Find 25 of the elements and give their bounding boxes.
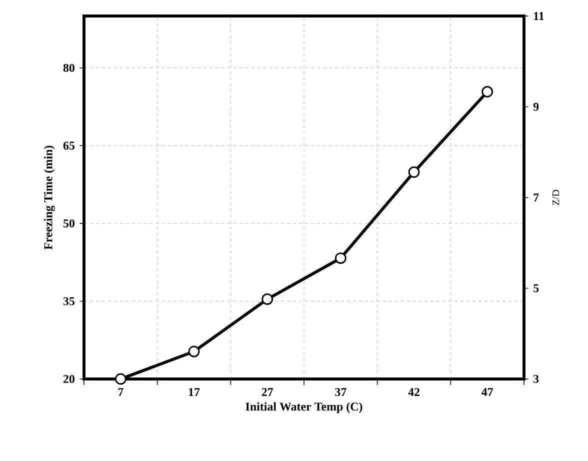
point [408,166,420,178]
y2-tick-label: 5 [534,284,539,292]
y2-tick-label: 7 [534,194,539,202]
x-tick-label: 47 [482,388,494,396]
y2-axis-title: Z/D [552,190,560,206]
y-tick-label: 80 [63,64,74,72]
y2-tick-label: 9 [533,102,539,111]
x-tick-label: 17 [188,388,200,396]
y-tick-label: 35 [63,297,74,306]
x-tick-label: 7 [118,388,124,396]
x-axis-title: Initial Water Temp (C) [246,402,362,414]
point [262,293,274,305]
x-tick-label: 37 [335,388,346,396]
x-tick-label: 27 [262,388,274,396]
point [482,86,494,98]
x-tick-label: 42 [408,388,420,396]
point [114,373,126,385]
y-tick-label: 65 [63,142,74,150]
y2-tick-label: 11 [534,12,544,20]
point [188,346,200,358]
y-axis-title: Freezing Time (min) [44,146,55,250]
point [334,252,346,264]
y-tick-label: 20 [63,374,74,384]
y2-tick-label: 3 [534,374,539,384]
y-tick-label: 50 [63,219,74,228]
